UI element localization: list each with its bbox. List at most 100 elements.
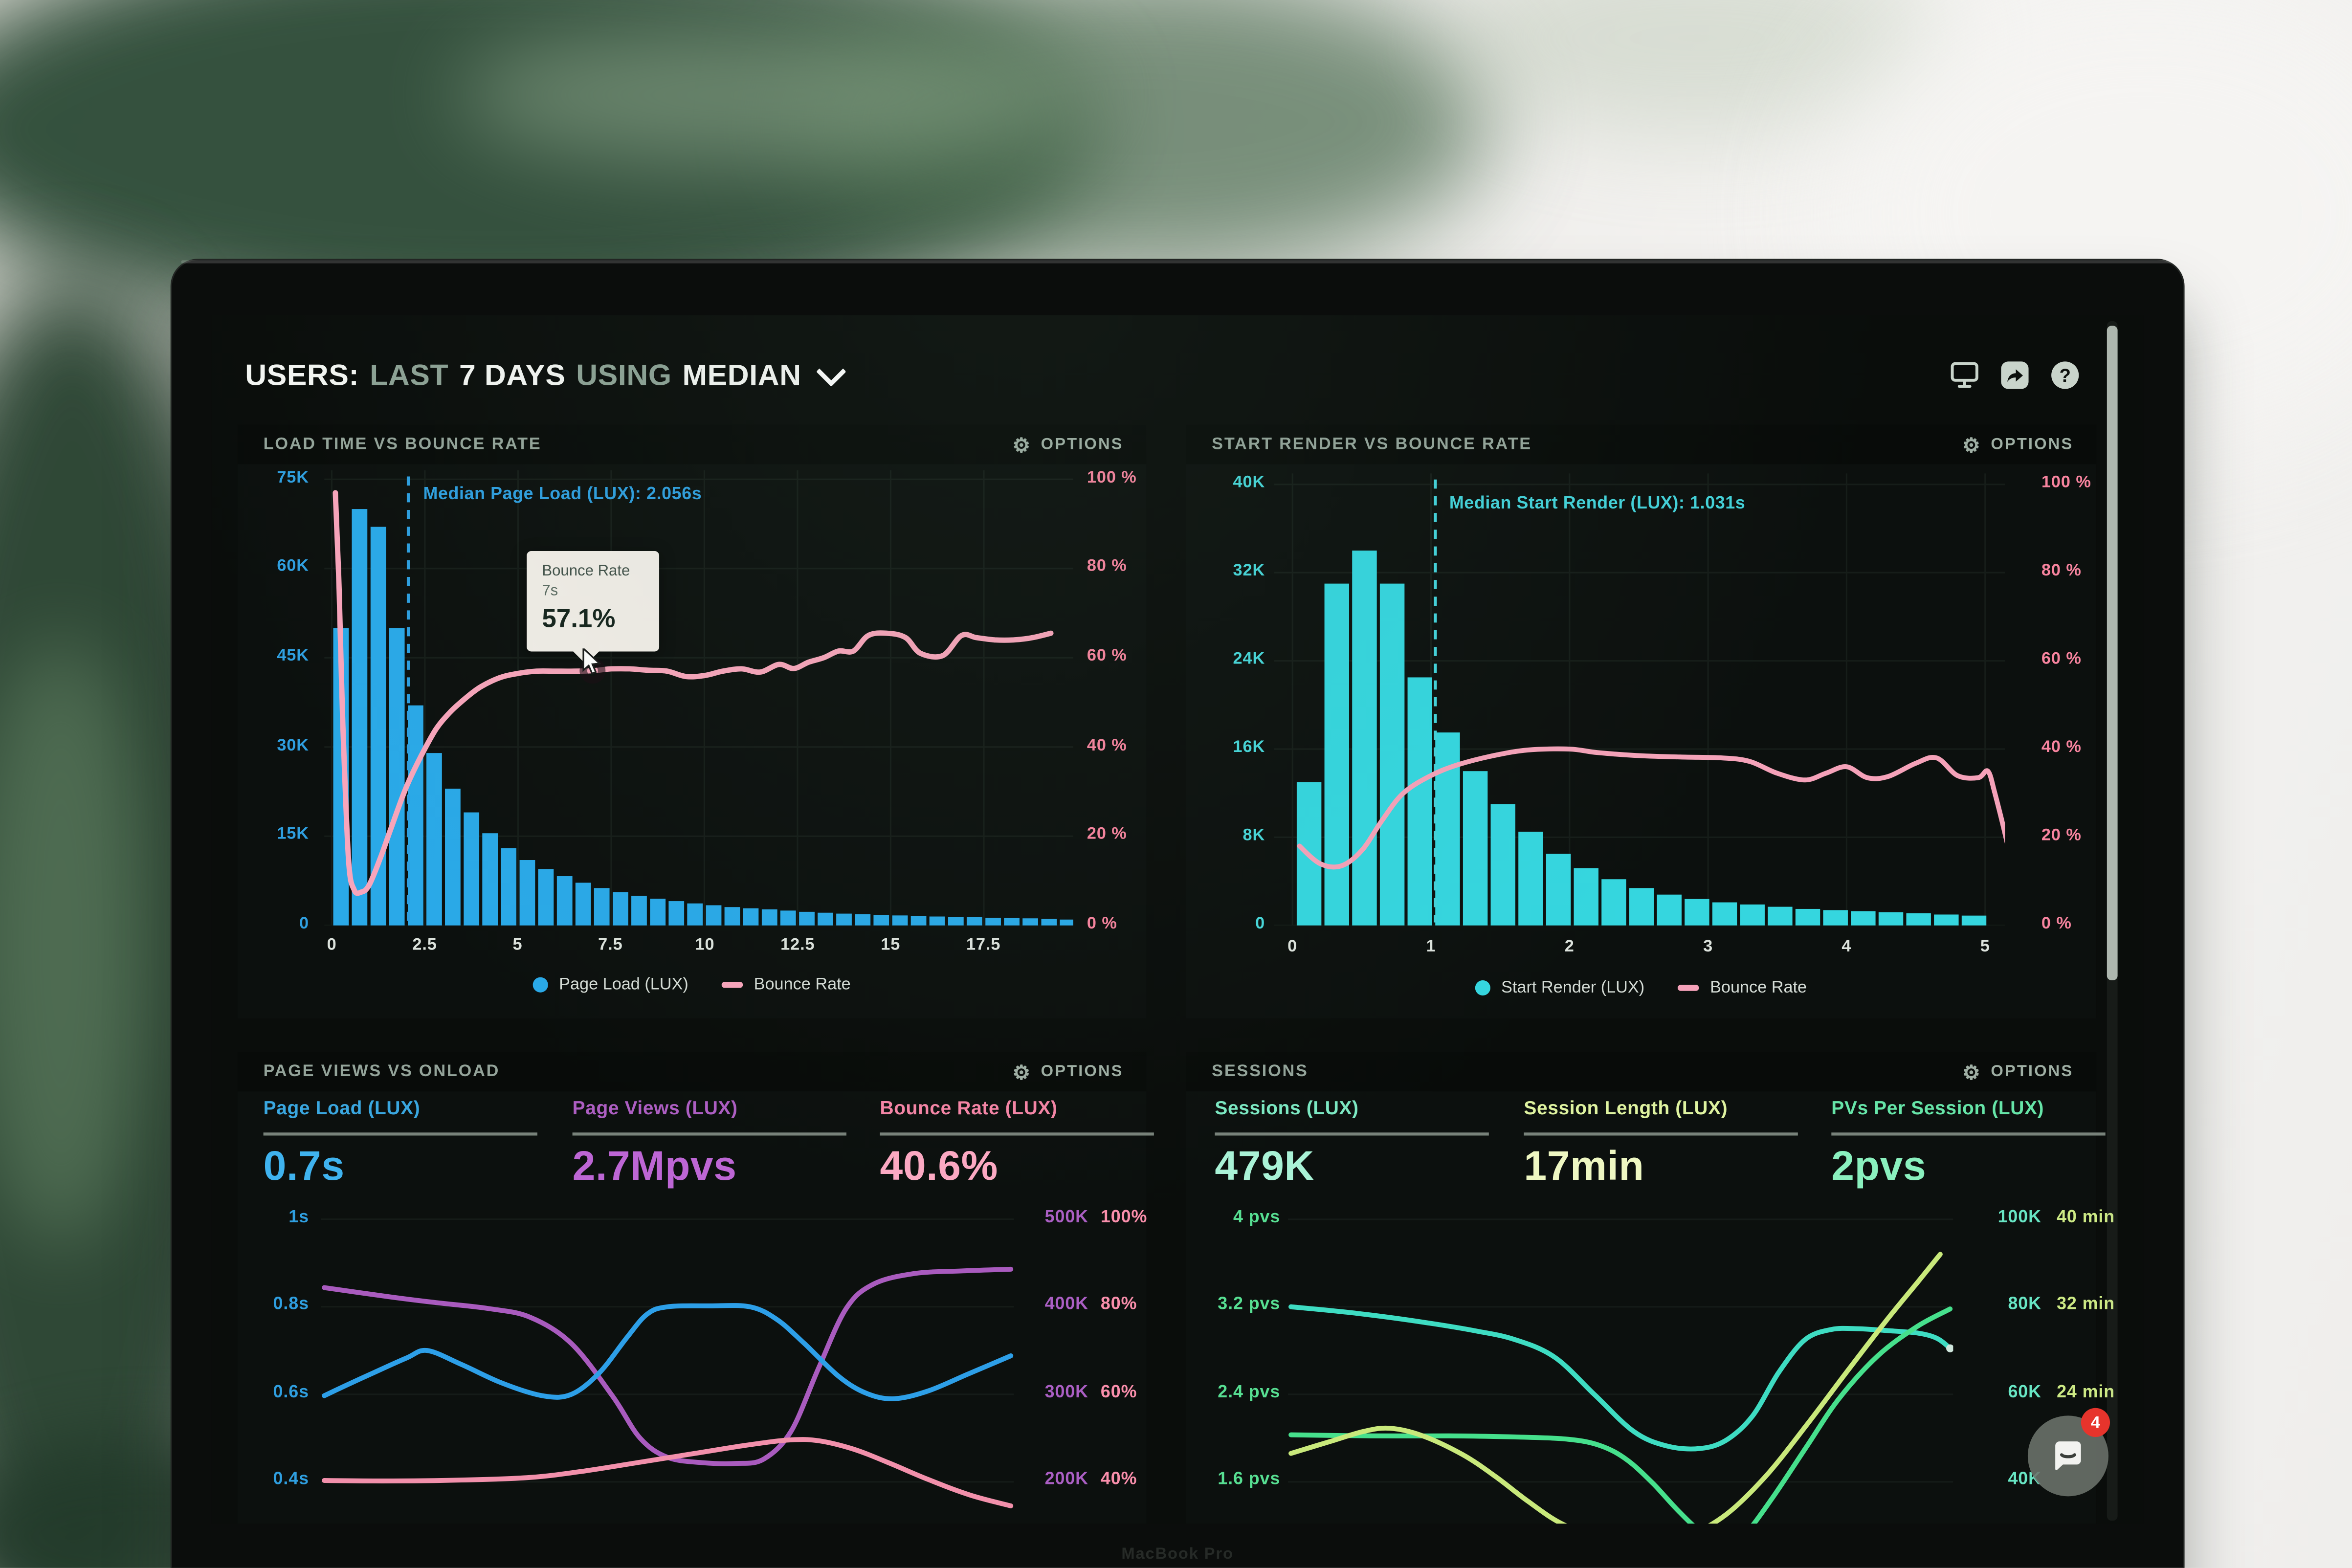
display-icon[interactable] [1950,361,1979,390]
x-axis-tick: 7.5 [598,936,623,955]
stat-label: Sessions (LUX) [1215,1097,1359,1119]
y-axis-tick: 32 min [2057,1295,2115,1314]
gear-icon: ⚙ [1012,1060,1032,1083]
stat-label: Session Length (LUX) [1524,1097,1728,1119]
title-part: LAST [370,358,449,392]
stat-underline [1831,1132,2106,1135]
x-axis-tick: 15 [881,936,901,955]
legend-item[interactable]: Start Render (LUX) [1475,979,1644,997]
x-axis-tick: 2.5 [412,936,437,955]
laptop-screen: USERS: LAST 7 DAYS USING MEDIAN [211,315,2144,1524]
x-axis-tick: 0 [327,936,337,955]
leaf-highlight [456,22,1096,168]
stat-underline [572,1132,846,1135]
start-render-chart[interactable] [1274,473,2005,926]
legend: Page Load (LUX) Bounce Rate [238,976,1147,994]
legend: Start Render (LUX) Bounce Rate [1186,979,2096,997]
series-dot-icon [1475,980,1491,996]
y-axis-tick: 2.4 pvs [1218,1383,1281,1402]
laptop-brand-label: MacBook Pro [1121,1545,1234,1564]
y-axis-tick: 0 % [1087,915,1117,933]
stat-bounce-rate: Bounce Rate (LUX) 40.6% [880,1098,1154,1190]
load-time-chart[interactable] [324,470,1073,926]
chart-tooltip: Bounce Rate 7s 57.1% [527,551,660,664]
y-axis-tick: 40K [1233,473,1265,492]
median-annotation: Median Start Render (LUX): 1.031s [1449,494,1746,513]
gear-icon: ⚙ [1012,433,1032,456]
title-part: USING [576,358,672,392]
legend-item[interactable]: Bounce Rate [722,976,851,994]
options-button[interactable]: ⚙ OPTIONS [1962,1062,2073,1082]
stat-value: 0.7s [263,1142,345,1188]
title-part: MEDIAN [682,358,801,392]
tooltip-series: Bounce Rate [542,563,630,580]
y-axis-tick: 0 [299,915,309,933]
stat-label: Page Views (LUX) [572,1097,738,1119]
stat-label: Bounce Rate (LUX) [880,1097,1058,1119]
x-axis-tick: 12.5 [780,936,815,955]
options-label: OPTIONS [1991,1062,2074,1081]
header-icons: ? [1950,361,2080,390]
y-axis-tick: 20 % [2041,826,2082,845]
panel-title: SESSIONS [1212,1062,1309,1081]
stat-value: 40.6% [880,1142,998,1188]
dashboard-title-dropdown[interactable]: USERS: LAST 7 DAYS USING MEDIAN [245,352,847,400]
y-axis-tick: 20 % [1087,825,1127,843]
x-axis-tick: 0 [1287,937,1298,956]
scrollbar-thumb[interactable] [2107,326,2118,980]
chat-bubble-icon [2055,1441,2081,1470]
panel-title: LOAD TIME VS BOUNCE RATE [263,435,542,454]
y-axis-tick: 300K [1044,1383,1089,1402]
stat-value: 2.7Mpvs [572,1142,737,1188]
chevron-down-icon [817,356,847,387]
legend-item[interactable]: Page Load (LUX) [533,976,688,994]
panel-sessions: SESSIONS ⚙ OPTIONS [1186,1052,2097,1524]
title-part: 7 DAYS [459,358,566,392]
sessions-chart[interactable] [1287,1199,1953,1524]
stat-label: PVs Per Session (LUX) [1831,1097,2044,1119]
x-axis-tick: 3 [1703,937,1713,956]
options-button[interactable]: ⚙ OPTIONS [1013,435,1124,454]
stat-underline [1215,1132,1489,1135]
y-axis-tick: 100K [1997,1208,2041,1227]
options-label: OPTIONS [1041,1062,1124,1081]
stat-page-views: Page Views (LUX) 2.7Mpvs [572,1097,846,1190]
y-axis-tick: 80K [2008,1295,2041,1314]
y-axis-tick: 0 % [2041,915,2072,933]
svg-text:?: ? [2059,365,2070,386]
y-axis-tick: 15K [277,825,309,843]
median-annotation: Median Page Load (LUX): 2.056s [423,486,702,504]
y-axis-tick: 60% [1100,1383,1137,1402]
stat-sessions: Sessions (LUX) 479K [1215,1097,1489,1190]
series-dot-icon [533,977,549,993]
panel-title: START RENDER VS BOUNCE RATE [1212,435,1532,454]
y-axis-tick: 40 % [2041,738,2082,757]
options-button[interactable]: ⚙ OPTIONS [1962,435,2073,454]
tooltip-value: 57.1% [542,604,616,634]
y-axis-tick: 40% [1100,1470,1137,1489]
laptop: USERS: LAST 7 DAYS USING MEDIAN [170,259,2185,1568]
help-icon[interactable]: ? [2051,361,2080,390]
y-axis-tick: 1.6 pvs [1218,1470,1281,1489]
y-axis-tick: 80% [1100,1295,1137,1314]
panel-page-views: PAGE VIEWS VS ONLOAD ⚙ OPTIONS [237,1052,1147,1524]
y-axis-tick: 40 min [2057,1208,2115,1227]
tooltip-x-value: 7s [542,583,558,600]
y-axis-tick: 0.6s [273,1383,309,1402]
leaf-highlight [0,639,153,1248]
options-button[interactable]: ⚙ OPTIONS [1013,1062,1124,1082]
legend-item[interactable]: Bounce Rate [1678,979,1807,997]
y-axis-tick: 100% [1100,1208,1148,1227]
y-axis-tick: 24K [1233,650,1265,668]
y-axis-tick: 1s [288,1208,309,1227]
x-axis-tick: 4 [1842,937,1852,956]
gear-icon: ⚙ [1962,1060,1982,1083]
y-axis-tick: 30K [277,736,309,755]
y-axis-tick: 16K [1233,738,1265,757]
y-axis-tick: 0.4s [273,1470,309,1489]
chat-notification-badge: 4 [2081,1408,2110,1437]
series-line-icon [1678,985,1700,991]
stat-value: 2pvs [1831,1142,1927,1188]
share-icon[interactable] [2000,361,2029,390]
page-views-chart[interactable] [321,1199,1014,1524]
